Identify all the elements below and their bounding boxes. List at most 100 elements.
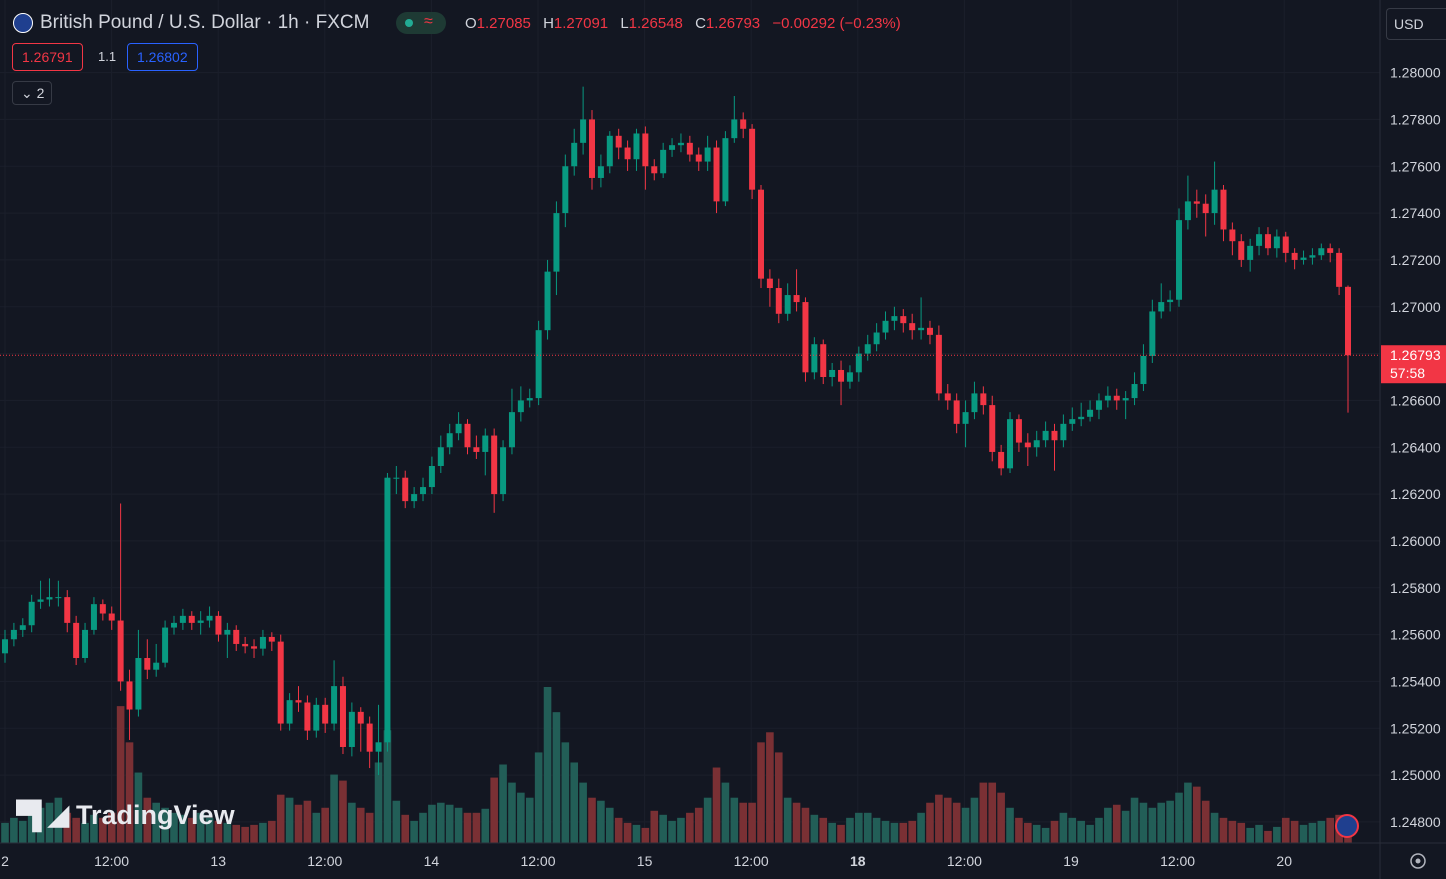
volume-bar [499, 764, 507, 843]
candle-body [713, 147, 720, 202]
volume-bar [1, 822, 9, 843]
currency-button[interactable]: USD [1386, 8, 1446, 40]
candle-body [900, 316, 907, 324]
volume-bar [303, 800, 312, 843]
candle-body [1024, 442, 1031, 448]
volume-bar [1130, 797, 1139, 843]
volume-bar [205, 817, 214, 843]
candle-body [989, 405, 996, 452]
candle-body [660, 149, 667, 174]
volume-bar [721, 782, 730, 843]
candle-body [1167, 299, 1174, 303]
candle-body [633, 133, 640, 160]
volume-bar [774, 752, 783, 843]
candle-body [153, 662, 160, 670]
x-tick-label: 18 [850, 853, 866, 869]
sell-button[interactable]: 1.26791 [12, 43, 83, 71]
candle-body [1256, 234, 1263, 246]
candle-body [926, 327, 933, 335]
settings-icon-dot [1415, 858, 1421, 864]
candle-body [757, 189, 764, 279]
volume-bar [828, 822, 836, 843]
market-status[interactable]: ≈ [396, 12, 446, 34]
x-tick-label: 12:00 [307, 853, 342, 869]
volume-bar [1041, 827, 1050, 843]
volume-bar [36, 807, 45, 843]
volume-bar [472, 812, 481, 843]
volume-bar [374, 762, 383, 843]
candle-body [1264, 234, 1271, 249]
volume-bar [196, 812, 205, 843]
candle-body [918, 327, 925, 331]
symbol-title[interactable]: British Pound / U.S. Dollar · 1h · FXCM [40, 12, 370, 33]
candle-body [606, 135, 613, 167]
candle-body [1069, 419, 1076, 424]
candle-body [998, 451, 1005, 469]
volume-bar [392, 800, 401, 843]
ohlc-key: C [695, 15, 706, 32]
candle-body [82, 629, 89, 659]
volume-bar [90, 814, 98, 843]
volume-bar [1086, 824, 1094, 843]
candle-body [882, 320, 889, 333]
x-tick-label: 20 [1276, 853, 1292, 869]
volume-bar [525, 797, 534, 843]
candle-body [864, 344, 871, 354]
volume-bar [1210, 812, 1219, 843]
volume-bar [1273, 826, 1281, 843]
volume-bar [597, 800, 605, 843]
candle-body [1149, 311, 1156, 356]
y-tick-label: 1.26600 [1390, 392, 1441, 408]
volume-bar [419, 812, 427, 843]
volume-bar [935, 794, 943, 843]
candle-body [1140, 355, 1147, 385]
buy-button[interactable]: 1.26802 [127, 43, 198, 71]
volume-bar [801, 807, 810, 843]
volume-bar [766, 732, 774, 843]
watermark-text: TradingView [76, 800, 235, 830]
volume-bar [401, 814, 410, 843]
volume-bar [961, 807, 970, 843]
volume-bar [792, 802, 801, 843]
candle-body [277, 641, 284, 724]
settings-icon[interactable] [1410, 853, 1426, 869]
candle-body [215, 615, 222, 635]
symbol-flag [13, 13, 33, 33]
candle-body [428, 465, 435, 488]
candle-body [1131, 384, 1138, 399]
indicators-toggle[interactable]: ⌄ 2 [12, 81, 52, 105]
volume-bar [321, 807, 329, 843]
candle-body [784, 295, 791, 314]
change: −0.00292 (−0.23%) [772, 15, 901, 32]
candle-body [357, 711, 364, 724]
candle-body [1184, 201, 1191, 221]
volume-bar [1059, 812, 1068, 843]
volume-bar [445, 804, 454, 843]
y-tick-label: 1.24800 [1390, 814, 1441, 830]
candle-body [580, 119, 587, 143]
volume-bar [383, 730, 392, 843]
volume-bar [223, 822, 232, 843]
candle-body [695, 154, 702, 162]
candle-body [873, 332, 880, 345]
volume-bar [1166, 800, 1174, 843]
volume-bar [1050, 820, 1059, 843]
volume-bar [943, 797, 952, 843]
candle-body [766, 278, 773, 289]
candle-body [1078, 416, 1085, 420]
candle-body [669, 145, 676, 150]
candle-body [624, 147, 631, 160]
x-tick-label: 12:00 [734, 853, 769, 869]
last-price-box [1381, 345, 1446, 384]
volume-bar [339, 780, 347, 843]
chevron: ⌄ [21, 85, 37, 101]
grid [0, 0, 1380, 843]
volume-bar [161, 807, 169, 843]
candle-body [2, 639, 8, 654]
candle-body [482, 435, 489, 452]
volume-bar [125, 742, 134, 843]
candle-body [446, 433, 453, 448]
x-tick-label: 19 [1063, 853, 1079, 869]
candle-body [491, 435, 498, 495]
candle-body [1176, 220, 1183, 300]
